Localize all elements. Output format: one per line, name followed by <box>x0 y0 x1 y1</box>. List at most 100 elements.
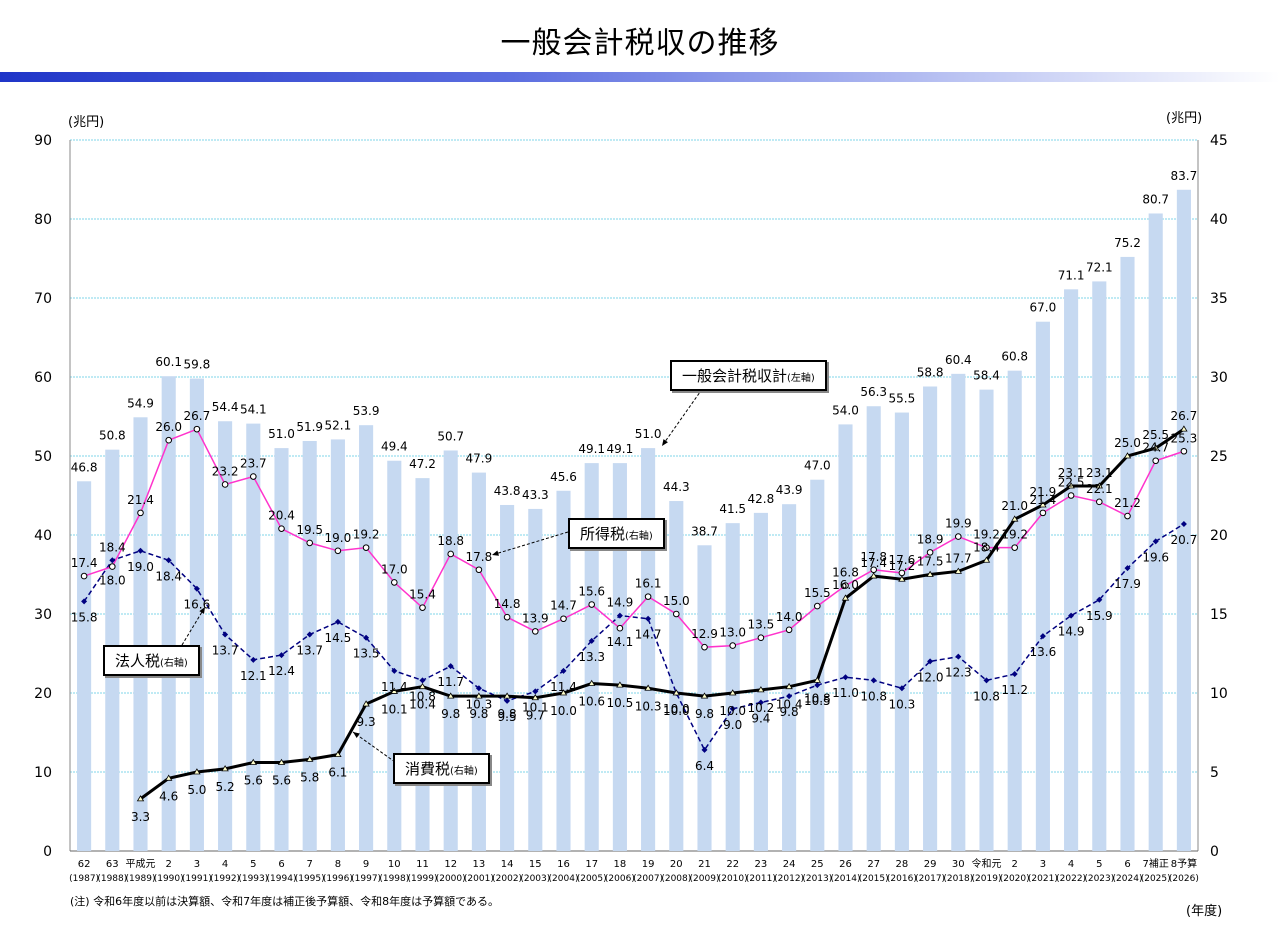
corporate-tax-point <box>1096 596 1103 603</box>
consumption-tax-point <box>644 684 652 691</box>
x-tick-sublabel: (2013) <box>802 874 832 884</box>
y-left-tick-label: 70 <box>34 291 52 307</box>
corporate-tax-value-label: 10.8 <box>860 689 887 703</box>
consumption-tax-value-label: 9.8 <box>469 707 488 721</box>
x-tick-label: 4 <box>1068 859 1074 870</box>
x-tick-sublabel: (1988) <box>97 874 127 884</box>
corporate-tax-point <box>1011 671 1018 678</box>
callout-consumption-pointer-head <box>353 732 360 738</box>
income-tax-value-label: 13.5 <box>748 618 775 632</box>
callout-consumption-text: 消費税 <box>405 760 451 778</box>
x-tick-sublabel: (2009) <box>690 874 720 884</box>
x-tick-label: 5 <box>250 859 256 870</box>
income-tax-point <box>644 593 652 600</box>
consumption-tax-value-label: 25.0 <box>1114 436 1141 450</box>
x-tick-sublabel: (1989) <box>126 874 156 884</box>
income-tax-point <box>475 566 483 574</box>
income-tax-point <box>926 549 934 556</box>
bar <box>189 378 204 851</box>
consumption-tax-point <box>277 758 286 765</box>
bar <box>810 479 825 851</box>
x-tick-sublabel: (2017) <box>915 874 945 884</box>
bar-value-label: 47.9 <box>466 452 493 466</box>
bar <box>725 523 740 851</box>
income-tax-point <box>447 550 455 558</box>
bar <box>77 481 92 851</box>
consumption-tax-point <box>446 692 455 699</box>
corporate-tax-value-label: 16.6 <box>184 598 211 612</box>
consumption-tax-point <box>164 774 173 781</box>
corporate-tax-value-label: 19.6 <box>1142 550 1169 564</box>
bar <box>1007 370 1022 851</box>
income-tax-point <box>278 525 285 532</box>
x-tick-label: 63 <box>106 859 119 870</box>
bar <box>641 448 656 851</box>
bar <box>246 423 261 851</box>
callout-total-pointer-head <box>662 439 668 446</box>
consumption-tax-point <box>1180 425 1188 432</box>
consumption-tax-value-label: 10.4 <box>776 698 803 712</box>
bar-value-label: 54.0 <box>832 403 859 417</box>
bar-value-label: 75.2 <box>1114 236 1141 250</box>
corporate-tax-value-label: 12.3 <box>945 666 972 680</box>
income-tax-value-label: 23.2 <box>212 464 239 478</box>
corporate-tax-point <box>165 557 172 564</box>
consumption-tax-value-label: 23.1 <box>1058 466 1085 480</box>
x-tick-label: 15 <box>529 859 542 870</box>
consumption-tax-value-label: 9.8 <box>498 707 517 721</box>
consumption-tax-value-label: 17.7 <box>945 551 972 565</box>
corporate-tax-point <box>898 685 905 692</box>
income-tax-point <box>193 425 201 433</box>
corporate-tax-point <box>391 667 398 674</box>
bar <box>923 386 938 851</box>
consumption-tax-value-label: 10.0 <box>550 704 577 718</box>
callout-consumption-axis: (右軸) <box>450 766 478 777</box>
income-tax-point <box>503 613 511 621</box>
bar-value-label: 54.1 <box>240 403 267 417</box>
x-tick-label: 4 <box>222 859 228 870</box>
corporate-tax-value-label: 14.9 <box>1058 625 1085 639</box>
income-tax-value-label: 15.5 <box>804 586 831 600</box>
x-tick-sublabel: (2007) <box>633 874 663 884</box>
income-tax-point <box>391 579 398 586</box>
bar-value-label: 43.9 <box>776 483 803 497</box>
income-tax-point <box>757 634 765 642</box>
x-tick-sublabel: (1991) <box>182 874 212 884</box>
y-left-tick-label: 40 <box>34 528 52 544</box>
bar <box>500 504 515 851</box>
bar <box>1176 189 1191 851</box>
corporate-tax-point <box>419 677 426 684</box>
income-tax-point <box>1011 544 1019 551</box>
income-tax-point <box>334 547 342 555</box>
y-right-tick-label: 20 <box>1210 528 1228 544</box>
bar-value-label: 43.8 <box>494 484 521 498</box>
bar <box>443 450 458 851</box>
income-tax-value-label: 15.6 <box>578 585 605 599</box>
callout-total-pointer <box>661 384 706 447</box>
bar-value-label: 58.4 <box>973 369 1000 383</box>
income-tax-point <box>250 473 257 480</box>
bar <box>979 389 994 851</box>
consumption-tax-value-label: 25.5 <box>1142 428 1169 442</box>
consumption-tax-point <box>531 693 540 701</box>
bar <box>471 472 486 851</box>
income-tax-point <box>616 624 624 632</box>
consumption-tax-value-label: 21.9 <box>1030 485 1057 499</box>
income-tax-point <box>814 602 821 610</box>
consumption-tax-value-label: 4.6 <box>159 789 178 803</box>
income-tax-value-label: 25.3 <box>1171 431 1198 445</box>
income-tax-value-label: 19.0 <box>325 531 352 545</box>
consumption-tax-value-label: 10.5 <box>607 696 634 710</box>
corporate-tax-point <box>1039 633 1046 640</box>
bar <box>866 406 881 851</box>
consumption-tax-point <box>249 758 258 765</box>
corporate-tax-value-label: 10.3 <box>889 697 916 711</box>
income-tax-value-label: 17.4 <box>71 556 98 570</box>
consumption-tax-point <box>1095 482 1104 489</box>
income-tax-point <box>109 563 116 570</box>
callout-income-text: 所得税 <box>580 525 626 543</box>
consumption-tax-point <box>503 692 511 699</box>
consumption-tax-point <box>193 768 201 775</box>
income-tax-point <box>588 601 596 608</box>
income-tax-point <box>842 582 849 589</box>
